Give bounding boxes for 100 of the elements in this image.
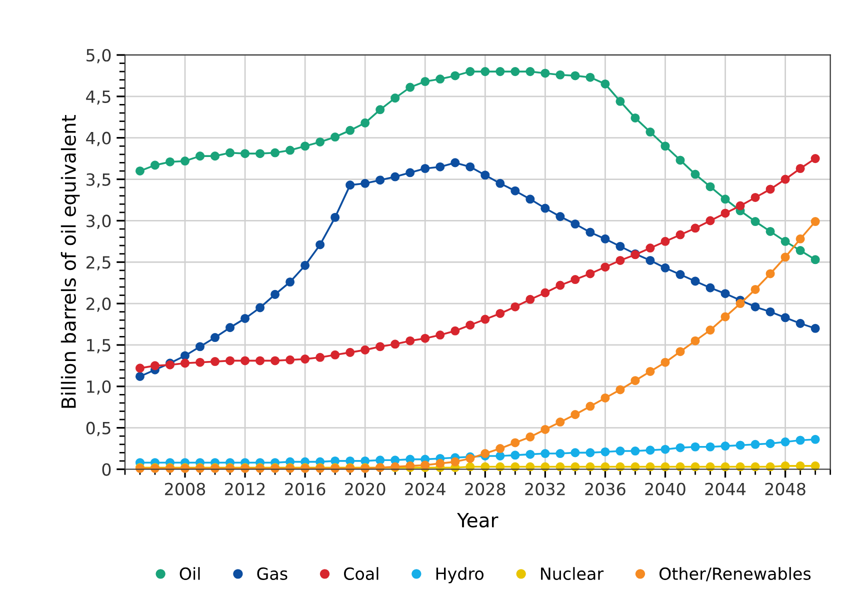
point <box>165 157 175 166</box>
x-tick-label: 2024 <box>405 482 446 496</box>
point <box>496 178 505 188</box>
point <box>690 336 700 346</box>
point <box>376 105 385 114</box>
point <box>600 262 610 272</box>
point <box>450 71 460 80</box>
point <box>496 451 505 461</box>
point <box>406 336 415 346</box>
point <box>510 450 520 460</box>
point <box>796 246 805 256</box>
point <box>780 437 790 446</box>
point <box>346 126 355 135</box>
point <box>526 67 535 76</box>
point <box>600 79 610 88</box>
point <box>766 307 775 316</box>
point <box>766 269 775 278</box>
point <box>660 444 670 454</box>
point <box>420 334 430 343</box>
legend-label: Gas <box>257 567 288 580</box>
x-axis-title: Year <box>457 513 498 528</box>
point <box>586 269 595 278</box>
point <box>240 149 250 158</box>
point <box>780 313 790 322</box>
point <box>390 172 400 182</box>
point <box>196 152 205 161</box>
point <box>510 186 520 196</box>
point <box>436 74 445 84</box>
point <box>270 290 280 299</box>
point <box>796 318 805 328</box>
point <box>646 128 655 137</box>
point <box>706 283 715 292</box>
point <box>570 410 580 420</box>
x-tick-label: 2048 <box>765 482 806 496</box>
point <box>690 224 700 233</box>
x-tick-label: 2036 <box>585 482 626 496</box>
point <box>616 385 625 394</box>
point <box>540 424 550 434</box>
point <box>390 340 400 349</box>
point <box>706 326 715 335</box>
point <box>556 280 565 290</box>
point <box>810 255 820 264</box>
y-tick-label: 3,5 <box>86 173 110 188</box>
point <box>720 312 730 322</box>
point <box>480 448 490 458</box>
point <box>135 372 144 381</box>
point <box>240 356 250 366</box>
point <box>676 443 685 452</box>
point <box>480 314 490 324</box>
point <box>450 326 460 336</box>
y-tick-label: 1,0 <box>87 380 111 395</box>
legend-label: Oil <box>180 567 200 580</box>
point <box>720 442 730 451</box>
point <box>466 67 475 76</box>
point <box>736 440 745 450</box>
point <box>706 182 715 192</box>
point <box>600 393 610 403</box>
y-tick-label: 4,5 <box>86 90 110 105</box>
point <box>810 217 820 226</box>
point <box>660 142 670 151</box>
point <box>406 82 415 92</box>
point <box>690 442 700 452</box>
point <box>256 303 265 312</box>
y-tick-label: 5,0 <box>86 48 111 64</box>
point <box>586 228 595 237</box>
y-axis-title: Billion barrels of oil equivalent <box>60 115 80 408</box>
point <box>496 308 505 318</box>
point <box>420 460 430 470</box>
point <box>526 194 535 204</box>
y-tick-label: 1,5 <box>87 339 110 354</box>
point <box>270 148 280 158</box>
point <box>300 354 310 364</box>
x-tick-label: 2012 <box>225 482 265 496</box>
point <box>376 456 385 465</box>
point <box>616 446 625 456</box>
x-tick-label: 2044 <box>705 482 746 496</box>
legend-label: Nuclear <box>541 567 604 580</box>
point <box>646 446 655 455</box>
point <box>750 440 760 449</box>
y-tick-label: 0 <box>102 463 111 476</box>
point <box>766 184 775 194</box>
point <box>556 418 565 427</box>
point <box>346 180 355 190</box>
point <box>616 256 625 265</box>
point <box>676 347 685 356</box>
point <box>660 236 670 246</box>
point <box>586 72 595 82</box>
x-tick-label: 2016 <box>285 482 326 496</box>
point <box>630 376 640 386</box>
point <box>376 176 385 185</box>
legend-label: Other/Renewables <box>660 567 811 582</box>
y-tick-label: 4,0 <box>86 132 111 146</box>
legend-label: Coal <box>344 567 378 580</box>
point <box>450 457 460 466</box>
x-tick-label: 2020 <box>345 482 386 496</box>
point <box>480 170 490 180</box>
point <box>135 166 144 176</box>
point <box>766 226 775 236</box>
point <box>346 348 355 357</box>
point <box>496 444 505 454</box>
